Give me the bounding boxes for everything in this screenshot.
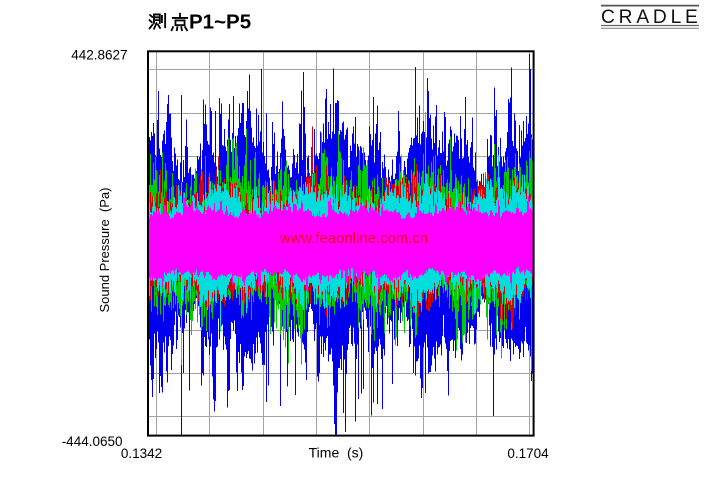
svg-text:Time (s): Time (s)	[309, 445, 364, 461]
svg-text:0.1704: 0.1704	[507, 446, 549, 461]
svg-text:0.1342: 0.1342	[121, 446, 162, 461]
svg-text:-444.0650: -444.0650	[62, 434, 123, 449]
svg-text:CRADLE: CRADLE	[601, 7, 702, 28]
svg-text:P1~P5: P1~P5	[189, 11, 251, 34]
svg-text:Sound Pressure (Pa): Sound Pressure (Pa)	[97, 187, 112, 312]
svg-text:www.feaonline.com.cn: www.feaonline.com.cn	[279, 231, 428, 247]
svg-text:442.8627: 442.8627	[71, 48, 127, 63]
